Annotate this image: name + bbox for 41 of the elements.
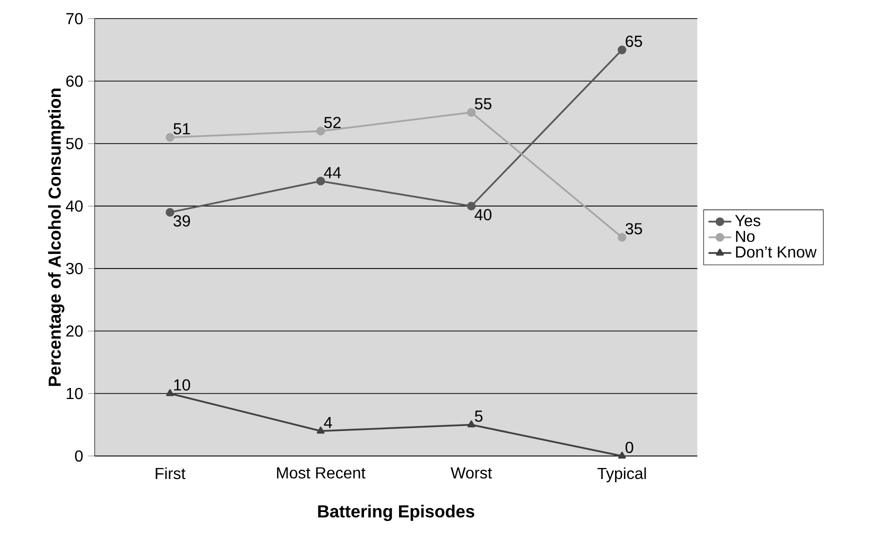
data-label: 10 [174, 379, 190, 391]
point [166, 389, 174, 396]
legend-label: Don’t Know [736, 246, 817, 258]
data-label: 55 [474, 98, 492, 110]
point [316, 126, 326, 136]
y-tick-label: 70 [66, 13, 83, 24]
y-axis-title: Percentage of Alcohol Consumption [48, 88, 64, 386]
x-tick-label: Most Recent [277, 467, 366, 479]
point [166, 208, 174, 217]
point [166, 133, 174, 142]
point [467, 202, 476, 210]
data-label: 40 [474, 209, 492, 220]
point [467, 420, 476, 428]
data-label: 51 [174, 123, 190, 134]
x-tick-label: Typical [597, 467, 646, 482]
y-tick-label: 60 [66, 75, 83, 87]
y-tick-label: 20 [66, 325, 83, 337]
x-tick-label: First [156, 467, 186, 480]
data-label: 5 [474, 410, 482, 422]
data-label: 4 [324, 417, 332, 428]
point [618, 452, 626, 459]
legend-label: No [736, 230, 755, 242]
data-label: 35 [626, 223, 642, 234]
data-label: 65 [626, 36, 642, 47]
y-tick-label: 40 [66, 200, 83, 212]
data-label: 44 [324, 167, 341, 178]
y-tick-label: 10 [66, 388, 83, 400]
y-tick-label: 30 [66, 262, 83, 274]
y-tick-label: 50 [66, 138, 83, 150]
data-label: 0 [626, 442, 634, 454]
point [618, 46, 626, 54]
x-tick-label: Worst [450, 467, 492, 479]
point [618, 232, 626, 242]
point [316, 426, 325, 434]
data-label: 39 [174, 215, 190, 227]
x-axis-title: Battering Episodes [318, 504, 474, 522]
data-label: 52 [324, 116, 341, 128]
y-tick-label: 0 [75, 450, 83, 462]
point [316, 176, 326, 186]
point [467, 108, 476, 117]
legend-label: Yes [735, 215, 760, 226]
